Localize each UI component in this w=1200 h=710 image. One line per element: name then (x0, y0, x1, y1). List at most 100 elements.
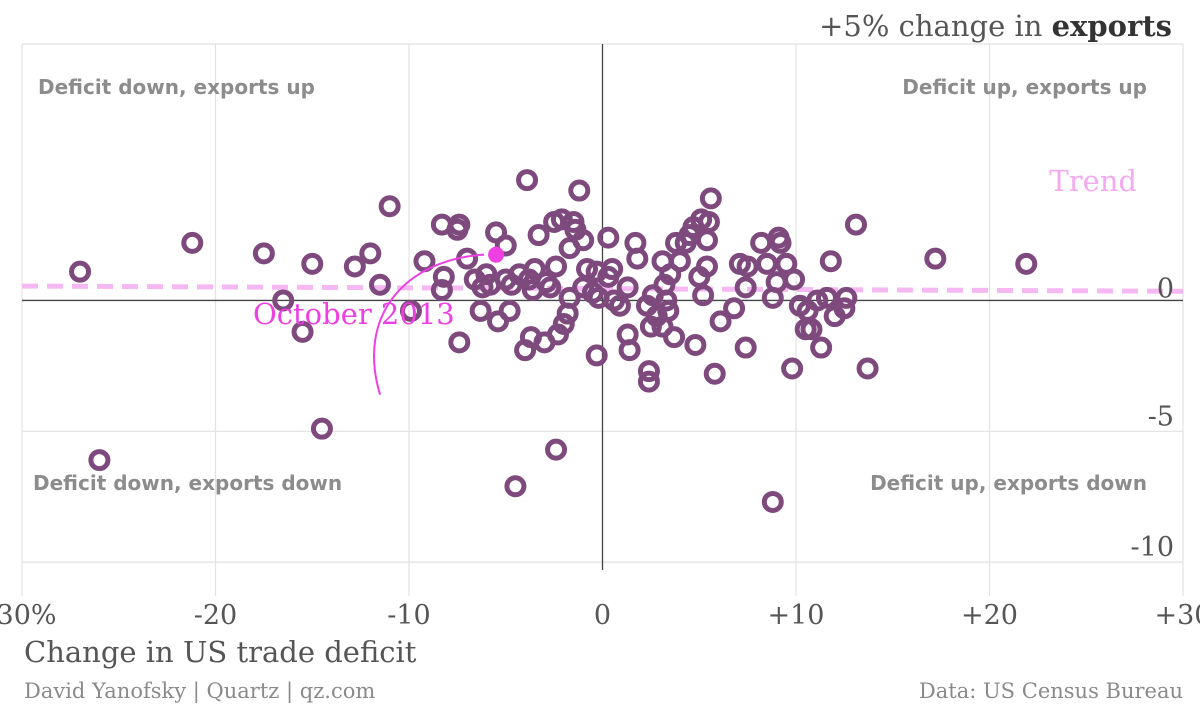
highlight-label: October 2013 (253, 297, 455, 331)
data-point (310, 417, 333, 440)
data-point (924, 247, 947, 270)
data-point (697, 210, 720, 233)
y-axis-title: +5% change in exports (819, 9, 1172, 43)
data-point (844, 213, 867, 236)
data-point (545, 255, 568, 278)
data-point (655, 289, 678, 312)
data-points (69, 169, 1038, 513)
quadrant-label-top-left: Deficit down, exports up (38, 75, 315, 99)
data-point (668, 250, 691, 273)
data-point (430, 278, 453, 301)
data-point (568, 179, 591, 202)
data-point (637, 360, 660, 383)
data-point (585, 344, 608, 367)
data-point (413, 250, 436, 273)
credit-text: David Yanofsky | Quartz | qz.com (24, 679, 375, 704)
x-tick-label: +30 (1155, 600, 1200, 631)
y-tick-label: -5 (1148, 401, 1174, 432)
x-tick-label: -10 (387, 600, 430, 631)
data-point (399, 299, 422, 322)
data-point (469, 299, 492, 322)
data-point (783, 268, 806, 291)
data-point (699, 187, 722, 210)
data-point (692, 284, 715, 307)
x-tick-label: 0 (594, 600, 611, 631)
data-point (494, 234, 517, 257)
x-tick-label: +10 (768, 600, 825, 631)
data-point (835, 286, 858, 309)
data-point (181, 231, 204, 254)
y-tick-label: -10 (1131, 532, 1174, 563)
data-point (833, 297, 856, 320)
x-axis-title: Change in US trade deficit (24, 635, 417, 669)
data-point (626, 247, 649, 270)
data-point (709, 310, 732, 333)
data-point (618, 339, 641, 362)
data-point (761, 490, 784, 513)
data-point (359, 242, 382, 265)
data-point (750, 231, 773, 254)
source-text: Data: US Census Bureau (919, 679, 1183, 703)
data-point (819, 250, 842, 273)
data-point (769, 231, 792, 254)
data-point (523, 258, 546, 281)
data-point (856, 357, 879, 380)
data-point (558, 286, 581, 309)
data-point (368, 273, 391, 296)
quadrant-label-top-right: Deficit up, exports up (902, 75, 1147, 99)
data-point (69, 260, 92, 283)
callout-leader-line (373, 253, 485, 395)
data-point (806, 289, 829, 312)
data-point (781, 357, 804, 380)
data-point (498, 299, 521, 322)
data-point (343, 255, 366, 278)
x-tick-label: -20 (194, 600, 237, 631)
x-tick-label: -30% (0, 600, 57, 631)
data-point (734, 276, 757, 299)
data-point (616, 276, 639, 299)
data-point (703, 362, 726, 385)
data-point (550, 208, 573, 231)
data-point (576, 258, 599, 281)
data-point (810, 336, 833, 359)
data-point (601, 258, 624, 281)
data-point (800, 318, 823, 341)
data-point (272, 289, 295, 312)
data-point (291, 320, 314, 343)
data-point (516, 169, 539, 192)
data-point (608, 294, 631, 317)
quadrant-label-bottom-right: Deficit up, exports down (870, 471, 1147, 495)
highlight-callout (373, 246, 505, 395)
data-point (448, 331, 471, 354)
data-point (552, 313, 575, 336)
trend-label: Trend (1049, 164, 1137, 198)
data-point (723, 297, 746, 320)
data-point (734, 336, 757, 359)
data-point (252, 242, 275, 265)
data-point (527, 224, 550, 247)
data-point (432, 265, 455, 288)
data-point (1015, 252, 1038, 275)
data-point (637, 370, 660, 393)
data-point (378, 195, 401, 218)
data-point (695, 229, 718, 252)
highlight-point (488, 246, 505, 263)
quadrant-label-bottom-left: Deficit down, exports down (33, 471, 342, 495)
data-point (663, 326, 686, 349)
data-point (88, 449, 111, 472)
data-point (539, 276, 562, 299)
x-tick-labels: -30% -20 -10 0 +10 +20 +30 (0, 600, 1200, 631)
y-tick-label: 0 (1157, 273, 1174, 304)
data-point (572, 229, 595, 252)
data-point (695, 255, 718, 278)
x-tick-label: +20 (961, 600, 1018, 631)
data-point (475, 263, 498, 286)
data-point (301, 252, 324, 275)
data-point (736, 255, 759, 278)
data-point (545, 438, 568, 461)
data-point (755, 252, 778, 275)
data-point (448, 213, 471, 236)
data-point (657, 299, 680, 322)
y-tick-labels: 0 -5 -10 (1131, 273, 1174, 563)
